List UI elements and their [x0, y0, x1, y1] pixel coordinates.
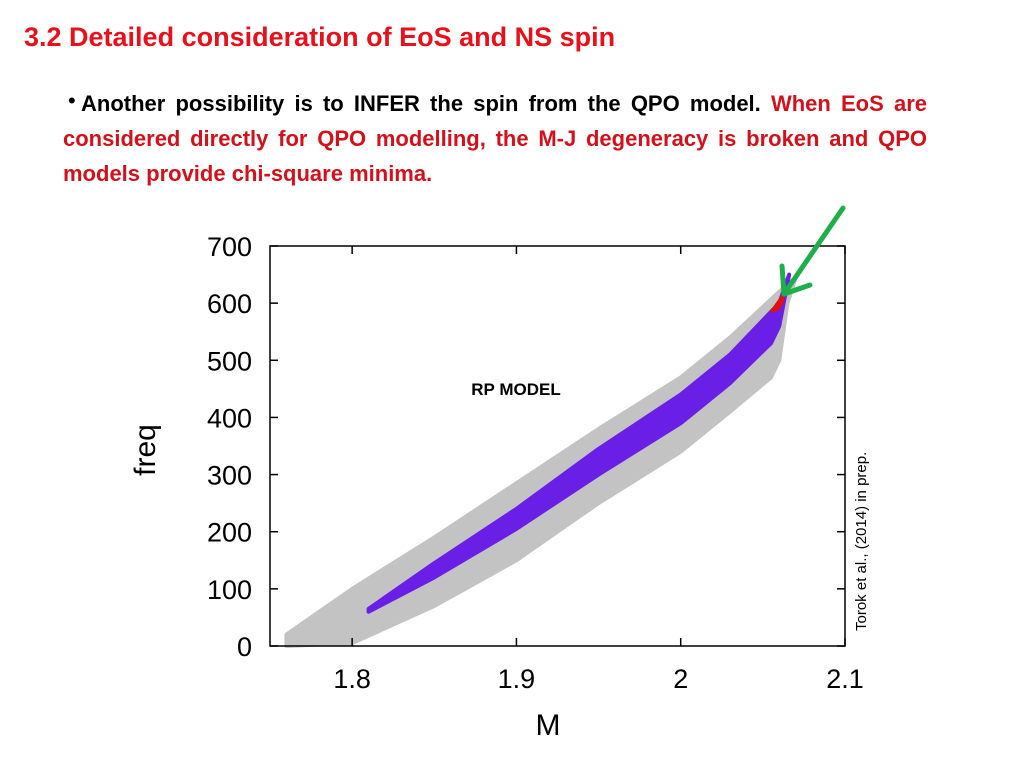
plot-area [284, 272, 798, 648]
y-tick-label: 500 [207, 346, 252, 376]
y-axis-label: freq [129, 424, 162, 476]
slide-title: 3.2 Detailed consideration of EoS and NS… [24, 22, 616, 52]
credit-label: Torok et al., (2014) in prep. [853, 451, 870, 631]
bullet-icon: • [68, 88, 76, 113]
arrow-icon [779, 205, 846, 297]
x-tick-label: 1.8 [333, 664, 371, 694]
bullet-text-red: When EoS are considered directly for QPO… [63, 91, 927, 187]
annotation-label: RP MODEL [471, 380, 560, 399]
x-tick-label: 2 [673, 664, 688, 694]
grey-band [284, 275, 798, 648]
y-tick-label: 0 [237, 632, 252, 662]
y-tick-label: 100 [207, 575, 252, 605]
y-tick-label: 600 [207, 289, 252, 319]
x-axis-label: M [536, 709, 561, 742]
bullet-text: Another possibility is to INFER the spin… [63, 86, 927, 192]
x-tick-label: 1.9 [498, 664, 536, 694]
plot-frame [269, 245, 846, 647]
axis-ticks: 1.8 1.9 2 2.1 0 100 200 300 400 500 600 700 [207, 232, 864, 694]
y-tick-label: 200 [207, 518, 252, 548]
bullet-text-black: Another possibility is to INFER the spin… [81, 91, 761, 116]
y-tick-label: 400 [207, 403, 252, 433]
x-tick-label: 2.1 [826, 664, 864, 694]
y-tick-label: 700 [207, 232, 252, 262]
purple-band [366, 272, 792, 614]
y-tick-label: 300 [207, 461, 252, 491]
